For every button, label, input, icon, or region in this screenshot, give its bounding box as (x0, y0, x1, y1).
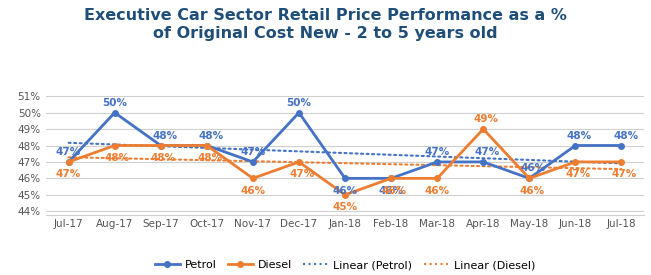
Petrol (341, 177, 349, 180)
Text: 47%: 47% (475, 147, 500, 157)
Linear (Diesel) (394, 163, 402, 166)
Diesel (434, 177, 441, 180)
Diesel (295, 160, 303, 164)
Text: 48%: 48% (567, 131, 592, 141)
Diesel (387, 177, 395, 180)
Petrol (618, 144, 626, 147)
Text: 47%: 47% (240, 147, 266, 157)
Text: 46%: 46% (333, 186, 357, 196)
Petrol (64, 160, 72, 164)
Diesel (203, 144, 211, 147)
Linear (Petrol) (392, 153, 400, 157)
Linear (Petrol) (394, 153, 402, 157)
Petrol (387, 177, 395, 180)
Petrol (111, 111, 118, 114)
Diesel (157, 144, 165, 147)
Diesel (572, 160, 579, 164)
Line: Linear (Petrol): Linear (Petrol) (68, 143, 622, 163)
Text: 48%: 48% (105, 153, 130, 163)
Petrol (203, 144, 211, 147)
Linear (Diesel) (392, 163, 400, 166)
Diesel (64, 160, 72, 164)
Text: 48%: 48% (151, 153, 176, 163)
Petrol (249, 160, 256, 164)
Text: 48%: 48% (152, 131, 178, 141)
Legend: Petrol, Diesel, Linear (Petrol), Linear (Diesel): Petrol, Diesel, Linear (Petrol), Linear … (150, 256, 540, 275)
Text: 46%: 46% (381, 186, 406, 196)
Linear (Diesel) (403, 163, 411, 166)
Linear (Petrol) (531, 158, 538, 162)
Petrol (295, 111, 303, 114)
Text: 47%: 47% (289, 169, 314, 179)
Petrol (525, 177, 533, 180)
Line: Petrol: Petrol (66, 110, 624, 181)
Linear (Diesel) (64, 156, 72, 159)
Linear (Diesel) (531, 166, 538, 169)
Petrol (572, 144, 579, 147)
Linear (Petrol) (66, 141, 74, 144)
Line: Diesel: Diesel (66, 126, 624, 197)
Text: Executive Car Sector Retail Price Performance as a %
of Original Cost New - 2 to: Executive Car Sector Retail Price Perfor… (84, 8, 567, 41)
Diesel (479, 127, 487, 131)
Diesel (525, 177, 533, 180)
Text: 46%: 46% (424, 186, 450, 196)
Text: 47%: 47% (566, 169, 591, 179)
Text: 46%: 46% (240, 186, 266, 196)
Text: 48%: 48% (613, 131, 638, 141)
Linear (Petrol) (403, 154, 411, 157)
Text: 48%: 48% (199, 131, 223, 141)
Petrol (434, 160, 441, 164)
Text: 47%: 47% (424, 147, 450, 157)
Diesel (618, 160, 626, 164)
Text: 47%: 47% (56, 169, 81, 179)
Text: 50%: 50% (286, 98, 311, 108)
Petrol (479, 160, 487, 164)
Text: 46%: 46% (519, 186, 545, 196)
Text: 49%: 49% (473, 114, 499, 124)
Linear (Diesel) (566, 166, 574, 170)
Linear (Diesel) (618, 167, 626, 171)
Linear (Petrol) (64, 141, 72, 144)
Text: 45%: 45% (333, 202, 357, 212)
Text: 46%: 46% (378, 186, 404, 196)
Linear (Diesel) (66, 156, 74, 159)
Text: 48%: 48% (197, 153, 222, 163)
Text: 47%: 47% (56, 147, 81, 157)
Diesel (111, 144, 118, 147)
Text: 47%: 47% (611, 169, 637, 179)
Linear (Petrol) (618, 162, 626, 165)
Text: 46%: 46% (521, 163, 546, 174)
Petrol (157, 144, 165, 147)
Diesel (249, 177, 256, 180)
Line: Linear (Diesel): Linear (Diesel) (68, 157, 622, 169)
Diesel (341, 193, 349, 196)
Text: 50%: 50% (102, 98, 127, 108)
Linear (Petrol) (566, 160, 574, 163)
